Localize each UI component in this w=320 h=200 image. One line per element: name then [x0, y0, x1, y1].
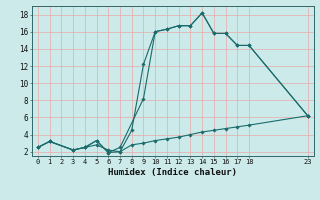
X-axis label: Humidex (Indice chaleur): Humidex (Indice chaleur): [108, 168, 237, 177]
